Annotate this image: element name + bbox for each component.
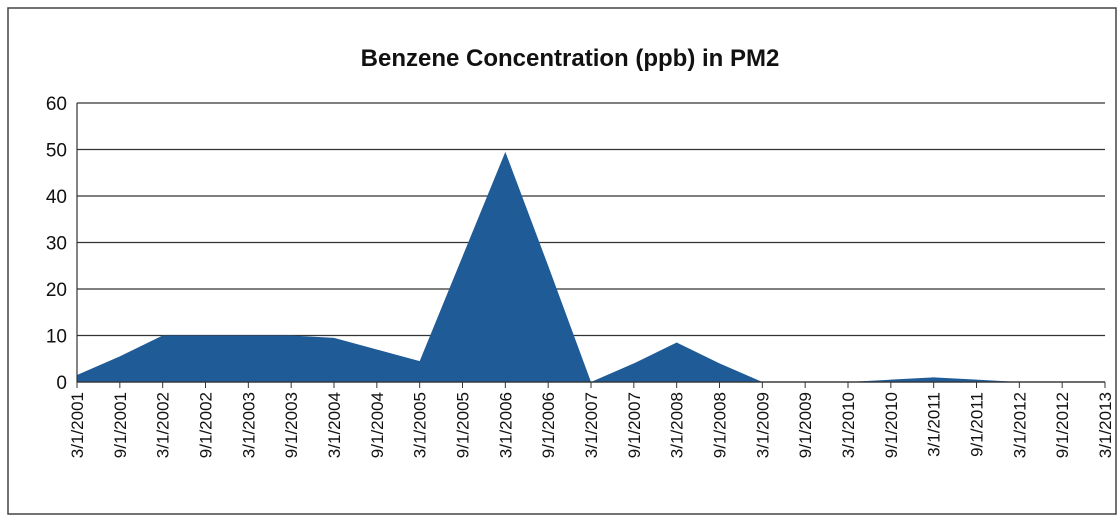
x-tick-label: 3/1/2012 — [1010, 392, 1029, 458]
x-tick-label: 3/1/2011 — [925, 392, 944, 457]
x-tick-label: 9/1/2010 — [882, 392, 901, 458]
x-tick-label: 3/1/2007 — [582, 392, 601, 458]
y-tick-label: 30 — [46, 234, 67, 255]
chart-title: Benzene Concentration (ppb) in PM2 — [361, 45, 780, 72]
x-tick-label: 3/1/2010 — [839, 392, 858, 458]
x-tick-label: 9/1/2003 — [282, 392, 301, 458]
y-tick-label: 60 — [46, 94, 67, 115]
x-tick-label: 3/1/2005 — [411, 392, 430, 458]
x-tick-label: 9/1/2007 — [625, 392, 644, 458]
y-tick-label: 40 — [46, 187, 67, 208]
x-tick-label: 9/1/2012 — [1053, 392, 1072, 458]
x-tick-label: 3/1/2004 — [325, 392, 344, 458]
x-tick-label: 3/1/2009 — [753, 392, 772, 458]
x-tick-label: 9/1/2006 — [539, 392, 558, 458]
x-tick-label: 9/1/2009 — [796, 392, 815, 458]
x-tick-label: 9/1/2011 — [968, 392, 987, 457]
x-tick-label: 3/1/2006 — [496, 392, 515, 458]
x-tick-label: 3/1/2013 — [1096, 392, 1115, 458]
x-tick-label: 9/1/2001 — [111, 392, 130, 458]
y-tick-label: 10 — [46, 327, 67, 348]
x-tick-label: 9/1/2005 — [454, 392, 473, 458]
y-tick-label: 50 — [46, 141, 67, 162]
x-tick-label: 3/1/2002 — [154, 392, 173, 458]
y-tick-label: 20 — [46, 280, 67, 301]
y-tick-label: 0 — [56, 373, 67, 394]
x-tick-label: 3/1/2003 — [239, 392, 258, 458]
x-tick-label: 9/1/2008 — [711, 392, 730, 458]
x-tick-label: 3/1/2001 — [68, 392, 87, 458]
chart-border — [7, 7, 1117, 515]
x-tick-label: 3/1/2008 — [668, 392, 687, 458]
x-tick-label: 9/1/2002 — [197, 392, 216, 458]
area — [77, 151, 1105, 382]
x-tick-label: 9/1/2004 — [368, 392, 387, 458]
